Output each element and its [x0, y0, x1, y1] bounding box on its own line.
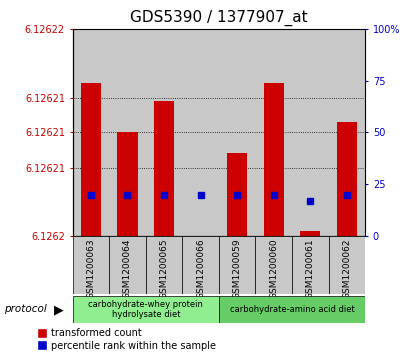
FancyBboxPatch shape — [256, 236, 292, 294]
Title: GDS5390 / 1377907_at: GDS5390 / 1377907_at — [130, 10, 308, 26]
FancyBboxPatch shape — [219, 296, 365, 323]
Bar — [117, 132, 137, 236]
Bar — [81, 83, 101, 236]
Bar — [329, 29, 365, 236]
Text: GSM1200061: GSM1200061 — [306, 239, 315, 299]
Text: GSM1200063: GSM1200063 — [86, 239, 95, 299]
Text: GSM1200060: GSM1200060 — [269, 239, 278, 299]
Text: carbohydrate-amino acid diet: carbohydrate-amino acid diet — [229, 305, 354, 314]
FancyBboxPatch shape — [219, 236, 256, 294]
Bar — [73, 29, 109, 236]
Text: ▶: ▶ — [54, 303, 63, 316]
Bar — [337, 122, 357, 236]
Bar — [227, 153, 247, 236]
Bar — [154, 102, 174, 236]
Text: GSM1200066: GSM1200066 — [196, 239, 205, 299]
FancyBboxPatch shape — [182, 236, 219, 294]
Bar — [219, 29, 256, 236]
Bar — [109, 29, 146, 236]
Bar — [256, 29, 292, 236]
Bar — [292, 29, 329, 236]
Bar — [146, 29, 182, 236]
Bar — [300, 231, 320, 236]
Text: protocol: protocol — [4, 305, 47, 314]
FancyBboxPatch shape — [73, 296, 219, 323]
FancyBboxPatch shape — [146, 236, 182, 294]
Text: GSM1200065: GSM1200065 — [159, 239, 168, 299]
Bar — [182, 29, 219, 236]
Text: GSM1200062: GSM1200062 — [342, 239, 352, 299]
Text: carbohydrate-whey protein
hydrolysate diet: carbohydrate-whey protein hydrolysate di… — [88, 300, 203, 319]
Legend: transformed count, percentile rank within the sample: transformed count, percentile rank withi… — [38, 328, 216, 351]
FancyBboxPatch shape — [329, 236, 365, 294]
Bar — [264, 83, 284, 236]
FancyBboxPatch shape — [109, 236, 146, 294]
FancyBboxPatch shape — [292, 236, 329, 294]
Text: GSM1200059: GSM1200059 — [233, 239, 242, 299]
FancyBboxPatch shape — [73, 236, 109, 294]
Text: GSM1200064: GSM1200064 — [123, 239, 132, 299]
